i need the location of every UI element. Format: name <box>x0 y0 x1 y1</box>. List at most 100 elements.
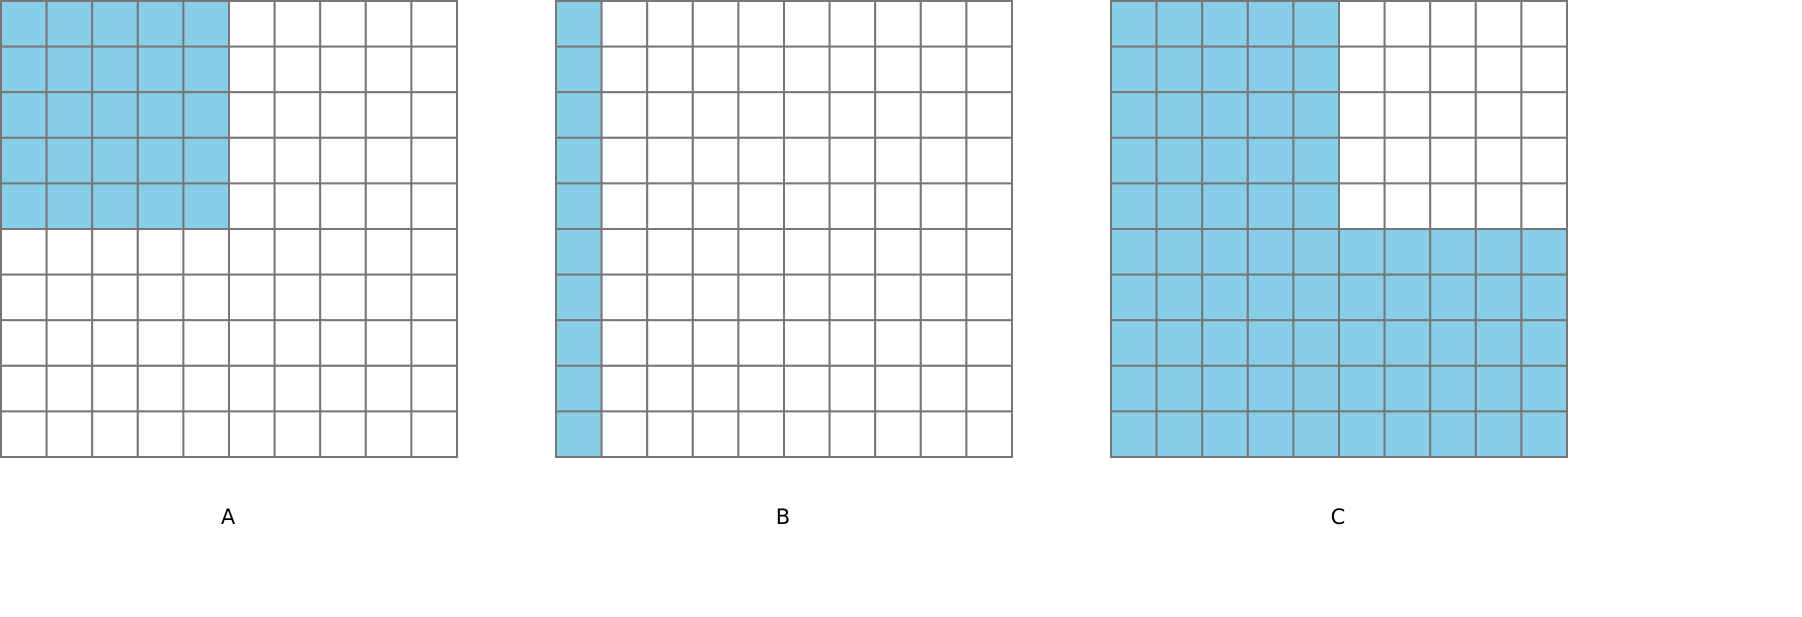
grid-b <box>555 0 1014 458</box>
empty-cell <box>1429 91 1477 139</box>
empty-cell <box>828 228 877 276</box>
empty-cell <box>319 273 367 322</box>
shaded-cell <box>1429 364 1477 413</box>
shaded-cell <box>1338 410 1386 458</box>
shaded-cell <box>1292 410 1341 458</box>
empty-cell <box>965 91 1014 139</box>
shaded-cell <box>1201 228 1249 276</box>
empty-cell <box>737 364 786 413</box>
shaded-cell <box>555 273 603 322</box>
empty-cell <box>319 45 367 94</box>
empty-cell <box>0 273 48 322</box>
empty-cell <box>600 364 649 413</box>
empty-cell <box>1429 0 1477 48</box>
empty-cell <box>91 364 139 413</box>
empty-cell <box>783 319 831 367</box>
grid-a-label: A <box>221 505 236 529</box>
empty-cell <box>828 182 877 230</box>
empty-cell <box>691 364 740 413</box>
empty-cell <box>45 364 94 413</box>
shaded-cell <box>1110 319 1158 367</box>
grid-c <box>1110 0 1569 458</box>
empty-cell <box>600 91 649 139</box>
shaded-cell <box>1338 273 1386 322</box>
shaded-cell <box>1246 273 1295 322</box>
shaded-cell <box>1520 319 1569 367</box>
empty-cell <box>965 45 1014 94</box>
empty-cell <box>0 319 48 367</box>
empty-cell <box>410 136 458 185</box>
shaded-cell <box>1292 319 1341 367</box>
empty-cell <box>410 0 458 48</box>
shaded-cell <box>45 182 94 230</box>
empty-cell <box>364 364 413 413</box>
empty-cell <box>965 136 1014 185</box>
shaded-cell <box>1246 319 1295 367</box>
shaded-cell <box>182 45 230 94</box>
empty-cell <box>364 182 413 230</box>
empty-cell <box>1338 182 1386 230</box>
empty-cell <box>410 91 458 139</box>
shaded-cell <box>1155 273 1204 322</box>
shaded-cell <box>0 136 48 185</box>
empty-cell <box>691 410 740 458</box>
empty-cell <box>182 228 230 276</box>
empty-cell <box>919 319 968 367</box>
empty-cell <box>228 228 276 276</box>
empty-cell <box>646 0 694 48</box>
empty-cell <box>136 273 185 322</box>
shaded-cell <box>45 91 94 139</box>
empty-cell <box>319 228 367 276</box>
shaded-cell <box>91 91 139 139</box>
empty-cell <box>319 0 367 48</box>
empty-cell <box>874 228 922 276</box>
shaded-cell <box>1155 136 1204 185</box>
empty-cell <box>182 410 230 458</box>
empty-cell <box>783 273 831 322</box>
empty-cell <box>45 228 94 276</box>
empty-cell <box>874 45 922 94</box>
empty-cell <box>273 319 322 367</box>
empty-cell <box>273 182 322 230</box>
shaded-cell <box>1155 0 1204 48</box>
empty-cell <box>600 319 649 367</box>
empty-cell <box>737 91 786 139</box>
shaded-cell <box>1292 91 1341 139</box>
shaded-cell <box>1201 45 1249 94</box>
empty-cell <box>182 273 230 322</box>
empty-cell <box>410 273 458 322</box>
empty-cell <box>737 0 786 48</box>
empty-cell <box>182 364 230 413</box>
shaded-cell <box>1201 319 1249 367</box>
empty-cell <box>1474 91 1523 139</box>
empty-cell <box>646 45 694 94</box>
empty-cell <box>364 273 413 322</box>
empty-cell <box>228 91 276 139</box>
shaded-cell <box>1520 228 1569 276</box>
shaded-cell <box>136 0 185 48</box>
empty-cell <box>919 228 968 276</box>
shaded-cell <box>1383 228 1432 276</box>
shaded-cell <box>555 182 603 230</box>
empty-cell <box>783 364 831 413</box>
empty-cell <box>919 91 968 139</box>
empty-cell <box>364 319 413 367</box>
empty-cell <box>874 273 922 322</box>
empty-cell <box>646 228 694 276</box>
empty-cell <box>1520 45 1569 94</box>
empty-cell <box>1338 45 1386 94</box>
shaded-cell <box>1292 273 1341 322</box>
shaded-cell <box>1383 273 1432 322</box>
shaded-cell <box>555 364 603 413</box>
shaded-cell <box>1474 228 1523 276</box>
grid-a <box>0 0 458 458</box>
empty-cell <box>273 136 322 185</box>
empty-cell <box>410 319 458 367</box>
empty-cell <box>410 182 458 230</box>
empty-cell <box>0 228 48 276</box>
empty-cell <box>1474 182 1523 230</box>
empty-cell <box>45 273 94 322</box>
empty-cell <box>319 364 367 413</box>
shaded-cell <box>1246 136 1295 185</box>
shaded-cell <box>555 410 603 458</box>
